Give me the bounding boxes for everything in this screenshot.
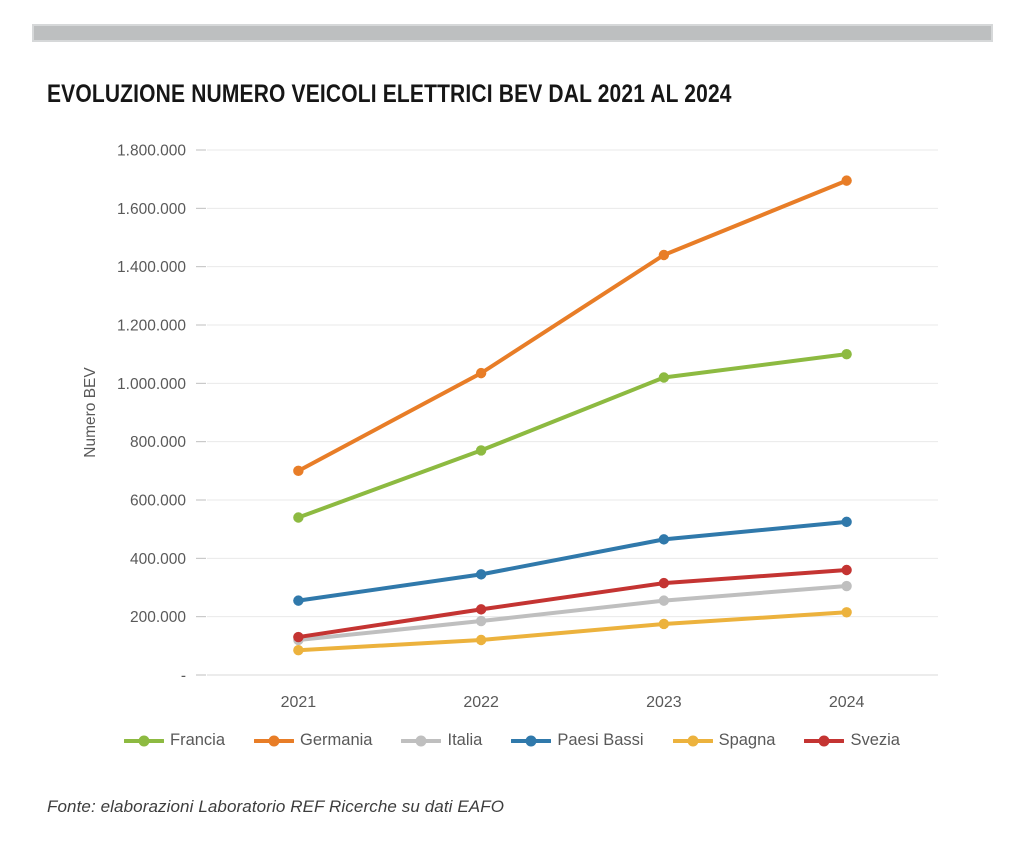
legend-marker-francia (124, 735, 164, 746)
page-title: EVOLUZIONE NUMERO VEICOLI ELETTRICI BEV … (47, 80, 732, 108)
legend-marker-paesi-bassi (511, 735, 552, 746)
data-point-paesi-bassi-2024 (841, 516, 852, 528)
data-point-svezia-2023 (658, 577, 670, 589)
legend-marker-germania (254, 735, 295, 746)
legend-item-svezia: Svezia (804, 731, 900, 750)
legend-marker-spagna (672, 735, 713, 746)
y-tick-label: 1.600.000 (117, 201, 186, 218)
legend-label: Paesi Bassi (557, 731, 644, 749)
x-tick-label: 2024 (829, 694, 865, 711)
data-point-paesi-bassi-2021 (293, 595, 304, 606)
legend-item-italia: Italia (401, 731, 482, 750)
y-tick-label: 400.000 (130, 551, 186, 568)
x-tick-label: 2022 (463, 694, 499, 711)
series-line-paesi-bassi (296, 519, 849, 603)
y-tick-label: 200.000 (130, 609, 186, 626)
data-point-spagna-2023 (658, 618, 670, 630)
legend-label: Germania (300, 731, 373, 749)
y-tick-label: 800.000 (130, 434, 186, 451)
data-point-germania-2023 (658, 249, 670, 261)
y-axis-title: Numero BEV (82, 367, 99, 458)
y-tick-label: 1.800.000 (117, 143, 186, 160)
legend-item-spagna: Spagna (672, 731, 776, 750)
legend-item-germania: Germania (254, 731, 372, 750)
data-point-italia-2023 (658, 595, 670, 606)
series-line-germania (296, 178, 849, 473)
data-point-paesi-bassi-2023 (658, 534, 670, 545)
legend-marker-svezia (804, 735, 845, 746)
data-point-francia-2023 (658, 372, 670, 383)
series-line-italia (296, 584, 849, 642)
data-point-italia-2024 (841, 580, 852, 592)
data-point-germania-2024 (841, 175, 852, 186)
series-line-svezia (296, 568, 849, 640)
series-line-spagna (296, 610, 849, 653)
decorative-top-bar (32, 24, 993, 42)
data-point-svezia-2024 (841, 564, 852, 576)
legend-marker-italia (401, 735, 442, 746)
data-point-germania-2022 (475, 367, 487, 379)
y-tick-label: 1.000.000 (117, 376, 186, 393)
data-point-italia-2022 (475, 615, 487, 627)
y-tick-label: - (181, 668, 186, 685)
data-point-francia-2024 (841, 348, 852, 360)
y-tick-label: 600.000 (130, 493, 186, 510)
x-tick-label: 2023 (646, 694, 682, 711)
data-point-spagna-2024 (841, 607, 852, 618)
data-point-svezia-2021 (293, 631, 304, 643)
data-point-paesi-bassi-2022 (475, 569, 487, 580)
data-point-spagna-2022 (475, 634, 487, 646)
legend-label: Spagna (718, 731, 776, 749)
data-point-spagna-2021 (293, 645, 304, 656)
y-tick-label: 1.200.000 (117, 318, 186, 335)
data-point-svezia-2022 (475, 604, 487, 615)
legend-item-francia: Francia (124, 731, 225, 750)
legend-item-paesi-bassi: Paesi Bassi (511, 731, 644, 750)
series-line-francia (296, 352, 849, 520)
chart-legend: Francia Germania Italia Paesi Bassi Spagna Sv… (0, 731, 1024, 750)
legend-label: Francia (170, 731, 226, 749)
data-point-francia-2022 (475, 445, 487, 456)
data-point-germania-2021 (293, 465, 304, 477)
x-tick-label: 2021 (281, 694, 317, 711)
y-tick-label: 1.400.000 (117, 259, 186, 276)
legend-label: Svezia (850, 731, 900, 749)
data-point-francia-2021 (293, 512, 304, 523)
legend-label: Italia (447, 731, 483, 749)
source-note: Fonte: elaborazioni Laboratorio REF Rice… (47, 797, 505, 816)
